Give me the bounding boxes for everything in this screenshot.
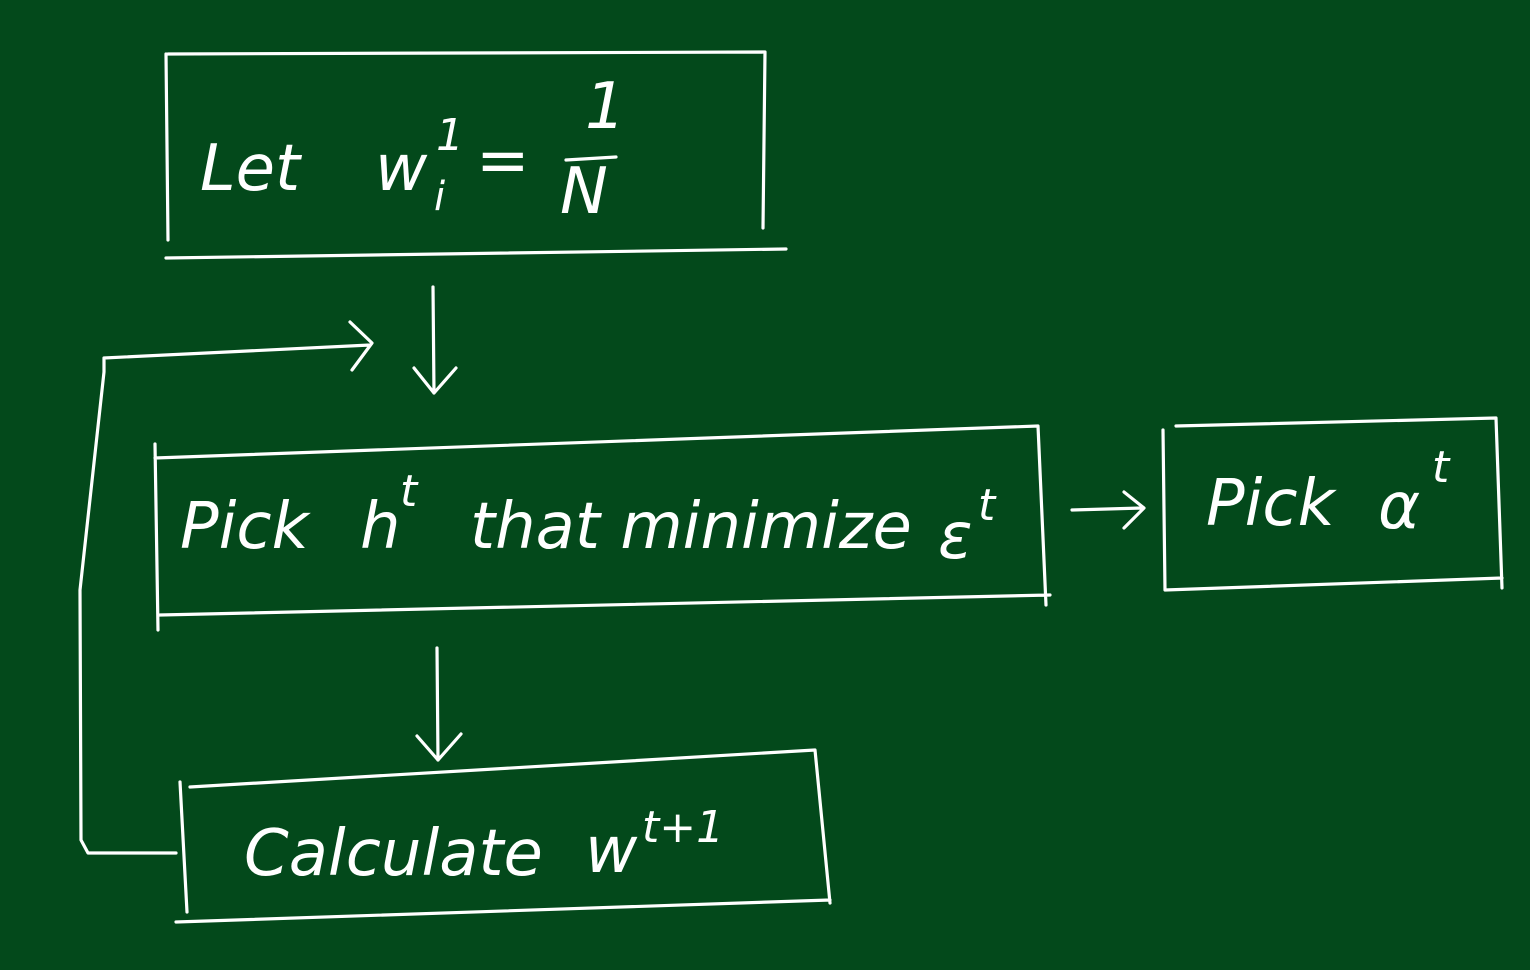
pick-h-pick-label: Pick <box>180 490 312 564</box>
pick-alpha-box <box>1161 416 1504 592</box>
pick-h-epsilon-superscript: t <box>978 480 997 531</box>
calculate-weight-superscript: t+1 <box>642 802 724 853</box>
init-fraction-numerator: 1 <box>585 70 626 144</box>
arrow-pick-h-to-calculate <box>415 646 463 762</box>
calculate-node: Calculate w t+1 <box>174 748 832 924</box>
pick-h-node: Pick h t that minimize ε t <box>153 424 1052 632</box>
calculate-weight-variable: w <box>585 814 638 888</box>
init-fraction-denominator: N <box>560 155 608 229</box>
init-equals-sign: = <box>476 124 530 198</box>
pick-alpha-superscript: t <box>1432 442 1451 493</box>
pick-h-that-minimize-label: that minimize <box>470 490 912 564</box>
init-node: Let w 1 i = 1 N <box>164 50 788 260</box>
init-weight-subscript: i <box>434 174 445 220</box>
init-weight-variable: w <box>375 132 428 206</box>
pick-h-variable: h <box>360 490 401 564</box>
init-weight-superscript: 1 <box>436 110 464 161</box>
pick-h-epsilon-symbol: ε <box>938 500 973 574</box>
init-box <box>164 50 788 260</box>
init-fraction-bar <box>564 155 618 162</box>
pick-alpha-symbol: α <box>1378 470 1420 544</box>
pick-alpha-node: Pick α t <box>1161 416 1504 592</box>
arrow-pick-h-to-pick-alpha <box>1070 490 1146 530</box>
pick-h-superscript: t <box>400 466 419 517</box>
pick-h-box <box>153 424 1052 632</box>
init-let-label: Let <box>200 132 303 206</box>
arrow-init-to-pick-h <box>412 285 458 395</box>
pick-alpha-pick-label: Pick <box>1206 467 1338 541</box>
calculate-box <box>174 748 832 924</box>
feedback-loop-arrow <box>78 320 374 855</box>
calculate-label: Calculate <box>244 817 543 891</box>
